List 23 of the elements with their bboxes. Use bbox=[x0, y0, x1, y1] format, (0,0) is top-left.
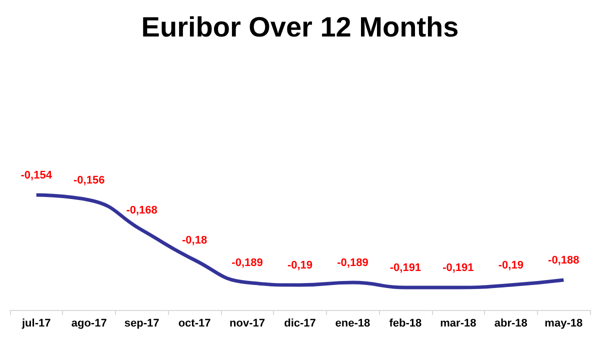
x-tick-label: abr-18 bbox=[494, 318, 528, 330]
data-label: -0,168 bbox=[126, 204, 158, 216]
data-label: -0,191 bbox=[390, 262, 422, 274]
x-tick-label: mar-18 bbox=[440, 318, 476, 330]
x-tick-label: ene-18 bbox=[335, 318, 370, 330]
data-label: -0,156 bbox=[73, 174, 105, 186]
data-label: -0,19 bbox=[498, 260, 524, 272]
x-tick-label: feb-18 bbox=[389, 318, 422, 330]
data-label: -0,189 bbox=[232, 257, 263, 269]
chart-title: Euribor Over 12 Months bbox=[141, 12, 459, 42]
data-label: -0,154 bbox=[20, 170, 53, 182]
data-label: -0,188 bbox=[548, 254, 580, 266]
x-tick-label: dic-17 bbox=[284, 318, 316, 330]
data-label: -0,19 bbox=[287, 260, 313, 272]
data-label: -0,18 bbox=[182, 234, 208, 246]
x-tick-label: nov-17 bbox=[230, 318, 266, 330]
x-tick-label: sep-17 bbox=[124, 318, 160, 330]
x-tick-label: ago-17 bbox=[71, 318, 107, 330]
x-tick-label: jul-17 bbox=[20, 318, 51, 330]
x-tick-label: oct-17 bbox=[178, 318, 211, 330]
x-tick-label: may-18 bbox=[544, 318, 583, 330]
data-label: -0,189 bbox=[337, 257, 368, 269]
data-label: -0,191 bbox=[442, 262, 474, 274]
